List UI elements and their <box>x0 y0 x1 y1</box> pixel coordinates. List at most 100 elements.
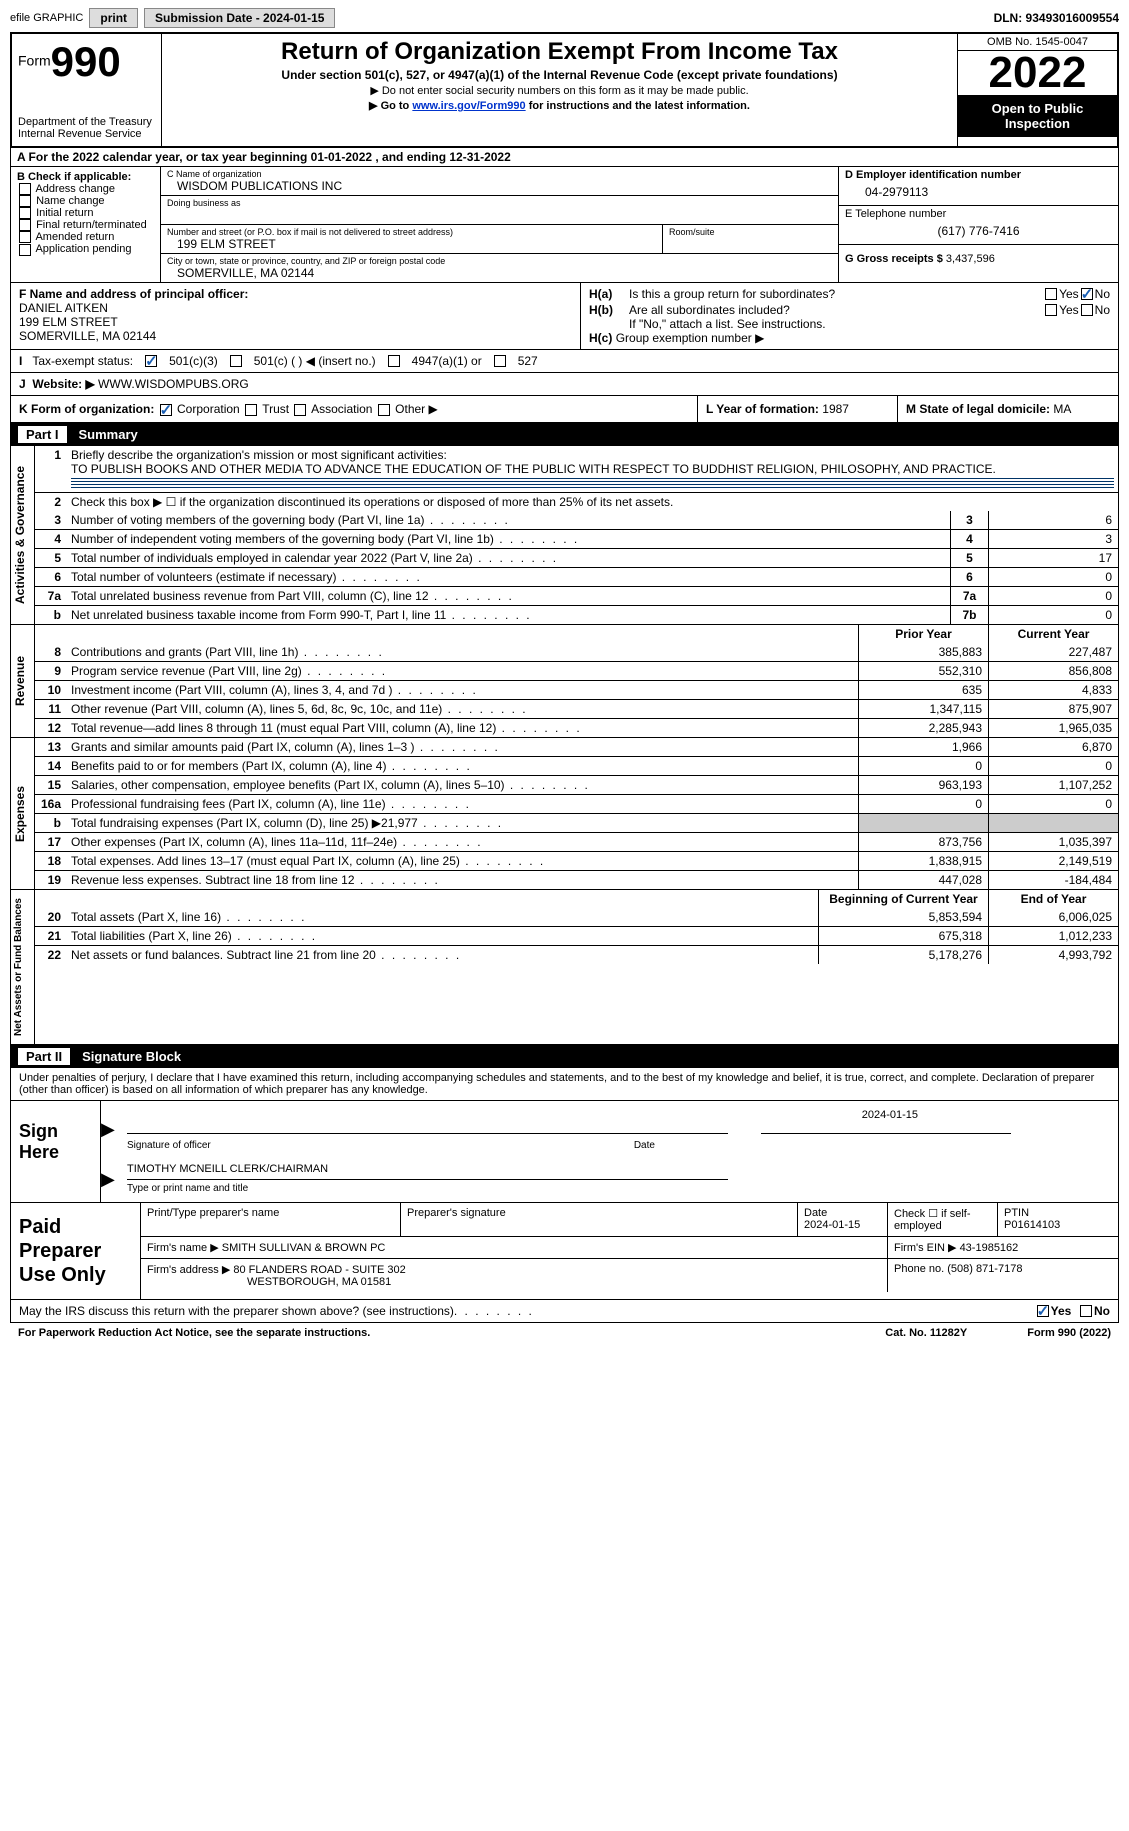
gross-label: G Gross receipts $ <box>845 253 943 265</box>
revenue-line: 12Total revenue—add lines 8 through 11 (… <box>35 718 1118 737</box>
yes-label2: Yes <box>1059 303 1079 317</box>
hc-label: H(c) <box>589 331 612 345</box>
box-d: D Employer identification number 04-2979… <box>838 167 1118 282</box>
summary-activities: Activities & Governance 1 Briefly descri… <box>10 446 1119 625</box>
revenue-vlabel: Revenue <box>11 625 35 737</box>
hb-no-checkbox[interactable] <box>1081 304 1093 316</box>
tax-year: 2022 <box>958 51 1117 95</box>
room-label: Room/suite <box>669 227 832 237</box>
print-button[interactable]: print <box>89 8 138 28</box>
preparer-sig-label: Preparer's signature <box>401 1203 798 1236</box>
527-checkbox[interactable] <box>494 355 506 367</box>
summary-line: 7aTotal unrelated business revenue from … <box>35 586 1118 605</box>
website-value: WWW.WISDOMPUBS.ORG <box>98 377 249 391</box>
summary-netassets: Net Assets or Fund Balances Beginning of… <box>10 890 1119 1045</box>
revenue-line: 9Program service revenue (Part VIII, lin… <box>35 661 1118 680</box>
cat-number: Cat. No. 11282Y <box>885 1327 967 1339</box>
officer-addr1: 199 ELM STREET <box>19 315 118 329</box>
section-identity: B Check if applicable: Address change Na… <box>10 167 1119 283</box>
ha-yes-checkbox[interactable] <box>1045 288 1057 300</box>
irs-discuss-question: May the IRS discuss this return with the… <box>19 1304 454 1318</box>
summary-line: 3Number of voting members of the governi… <box>35 511 1118 529</box>
end-year-header: End of Year <box>988 890 1118 908</box>
phone-value: (617) 776-7416 <box>845 220 1112 242</box>
org-name-label: C Name of organization <box>167 169 832 179</box>
addr-label: Number and street (or P.O. box if mail i… <box>167 227 656 237</box>
box-b-opt-4-checkbox[interactable] <box>19 231 31 243</box>
self-employed-label: Check ☐ if self-employed <box>888 1203 998 1236</box>
box-b-opt-label: Initial return <box>36 207 93 219</box>
corp-label: Corporation <box>177 402 240 416</box>
ha-no-checkbox[interactable] <box>1081 288 1093 300</box>
box-f: F Name and address of principal officer:… <box>11 283 581 349</box>
domicile-label: M State of legal domicile: <box>906 402 1050 416</box>
assoc-checkbox[interactable] <box>294 404 306 416</box>
summary-expenses: Expenses 13Grants and similar amounts pa… <box>10 738 1119 890</box>
summary-revenue: Revenue b Prior Year Current Year 8Contr… <box>10 625 1119 738</box>
part1-title: Summary <box>79 427 138 442</box>
begin-year-header: Beginning of Current Year <box>818 890 988 908</box>
ptin-label: PTIN <box>1004 1207 1029 1219</box>
sig-officer-caption: Signature of officer <box>127 1140 211 1151</box>
hc-text: Group exemption number ▶ <box>616 331 765 345</box>
box-b-opt-label: Application pending <box>35 243 131 255</box>
box-b-opt-1-checkbox[interactable] <box>19 195 31 207</box>
netassets-line: 21Total liabilities (Part X, line 26)675… <box>35 926 1118 945</box>
part2-header: Part II Signature Block <box>10 1045 1119 1068</box>
discuss-yes-checkbox[interactable] <box>1037 1305 1049 1317</box>
prior-year-header: Prior Year <box>858 625 988 643</box>
firm-name-label: Firm's name ▶ <box>147 1242 219 1254</box>
dln-label: DLN: 93493016009554 <box>994 11 1119 25</box>
ha-question: Is this a group return for subordinates? <box>629 287 1043 301</box>
form-id: Form 990 (2022) <box>1027 1327 1111 1339</box>
box-b-opt-0-checkbox[interactable] <box>19 183 31 195</box>
efile-label: efile GRAPHIC <box>10 12 83 24</box>
dba-label: Doing business as <box>167 198 832 208</box>
summary-line: 5Total number of individuals employed in… <box>35 548 1118 567</box>
line-a: A For the 2022 calendar year, or tax yea… <box>10 148 1119 167</box>
form-word: Form <box>18 53 51 69</box>
501c-checkbox[interactable] <box>230 355 242 367</box>
trust-checkbox[interactable] <box>245 404 257 416</box>
current-year-header: Current Year <box>988 625 1118 643</box>
irs-link[interactable]: www.irs.gov/Form990 <box>412 100 525 112</box>
summary-line: 4Number of independent voting members of… <box>35 529 1118 548</box>
city-value: SOMERVILLE, MA 02144 <box>167 266 832 280</box>
hb-note: If "No," attach a list. See instructions… <box>589 317 1110 331</box>
other-label: Other ▶ <box>395 402 438 416</box>
website-label: Website: ▶ <box>32 377 94 391</box>
hb-question: Are all subordinates included? <box>629 303 1043 317</box>
submission-date: Submission Date - 2024-01-15 <box>144 8 335 28</box>
expense-line: bTotal fundraising expenses (Part IX, co… <box>35 813 1118 832</box>
summary-line: bNet unrelated business taxable income f… <box>35 605 1118 624</box>
open-to-public: Open to Public Inspection <box>958 95 1117 137</box>
dept-treasury: Department of the Treasury <box>18 116 155 128</box>
4947-checkbox[interactable] <box>388 355 400 367</box>
form-num: 990 <box>51 38 121 85</box>
expense-line: 16aProfessional fundraising fees (Part I… <box>35 794 1118 813</box>
box-b: B Check if applicable: Address change Na… <box>11 167 161 282</box>
year-formation-value: 1987 <box>822 402 849 416</box>
corp-checkbox[interactable] <box>160 404 172 416</box>
revenue-line: 10Investment income (Part VIII, column (… <box>35 680 1118 699</box>
ptin-value: P01614103 <box>1004 1219 1060 1231</box>
expense-line: 19Revenue less expenses. Subtract line 1… <box>35 870 1118 889</box>
row-k: K Form of organization: Corporation Trus… <box>10 396 1119 423</box>
paid-preparer-label: Paid Preparer Use Only <box>11 1203 141 1299</box>
501c3-checkbox[interactable] <box>145 355 157 367</box>
hb-yes-checkbox[interactable] <box>1045 304 1057 316</box>
row-j-website: J Website: ▶ WWW.WISDOMPUBS.ORG <box>10 373 1119 396</box>
other-checkbox[interactable] <box>378 404 390 416</box>
box-b-opt-label: Address change <box>35 183 115 195</box>
mission-label: Briefly describe the organization's miss… <box>71 448 447 462</box>
expense-line: 18Total expenses. Add lines 13–17 (must … <box>35 851 1118 870</box>
note2-pre: ▶ Go to <box>369 100 412 112</box>
no-label2: No <box>1095 303 1110 317</box>
box-b-opt-2-checkbox[interactable] <box>19 207 31 219</box>
discuss-no-checkbox[interactable] <box>1080 1305 1092 1317</box>
box-b-opt-3-checkbox[interactable] <box>19 219 31 231</box>
box-b-opt-label: Amended return <box>35 231 114 243</box>
527-label: 527 <box>518 354 538 368</box>
prep-date-label: Date <box>804 1207 827 1219</box>
box-b-opt-5-checkbox[interactable] <box>19 244 31 256</box>
